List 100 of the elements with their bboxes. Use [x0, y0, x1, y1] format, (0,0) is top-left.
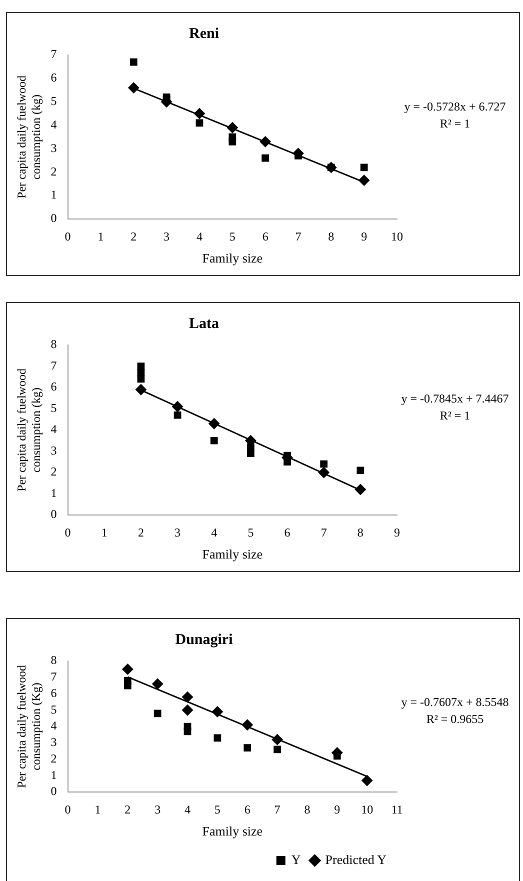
- x-tick-label: 5: [248, 525, 254, 540]
- point: [137, 375, 145, 383]
- text: R² = 1: [440, 116, 470, 131]
- point: [135, 384, 146, 396]
- x-tick-label: 2: [130, 229, 137, 244]
- point: [152, 678, 164, 690]
- y-tick-label: 2: [50, 164, 57, 178]
- y-tick-label: 2: [50, 751, 57, 766]
- point: [354, 484, 366, 495]
- legend-label: Predicted Y: [325, 852, 388, 867]
- text: R² = 0.9655: [426, 712, 484, 726]
- x-tick-label: 5: [214, 802, 220, 816]
- y-tick-label: 4: [50, 718, 57, 733]
- point: [360, 164, 368, 172]
- y-tick-label: 7: [50, 358, 57, 372]
- x-tick-label: 10: [391, 229, 403, 244]
- x-tick-label: 4: [211, 525, 218, 540]
- point: [212, 706, 223, 718]
- y-tick-label: 5: [50, 400, 57, 415]
- y-tick-label: 5: [50, 94, 57, 108]
- x-tick-label: 9: [394, 525, 400, 540]
- point: [320, 460, 328, 468]
- y-tick-label: 1: [50, 486, 57, 500]
- point: [194, 108, 205, 120]
- y-tick-label: 6: [50, 686, 57, 700]
- y-tick-label: 6: [50, 70, 57, 85]
- point: [174, 411, 182, 419]
- x-tick-label: 9: [334, 802, 340, 816]
- x-tick-label: 1: [94, 802, 101, 816]
- text: y = -0.7845x + 7.4467: [401, 392, 509, 406]
- x-axis-title: Family size: [202, 546, 263, 562]
- y-tick-label: 1: [50, 188, 57, 202]
- y-axis-title: Per capita daily fuelwood consumption (kg): [14, 76, 43, 198]
- x-tick-label: 6: [244, 802, 250, 816]
- point: [358, 174, 370, 186]
- y-tick-label: 6: [50, 380, 57, 394]
- x-tick-label: 10: [361, 802, 374, 816]
- point: [272, 734, 283, 746]
- chart-title: Lata: [189, 316, 220, 332]
- x-axis-title: Family size: [202, 250, 263, 266]
- point: [122, 664, 134, 675]
- x-tick-label: 6: [262, 229, 268, 244]
- y-tick-label: 7: [50, 47, 57, 62]
- y-tick-label: 0: [50, 507, 57, 522]
- point: [154, 710, 162, 718]
- point: [318, 467, 330, 478]
- x-tick-label: 3: [164, 229, 170, 244]
- point: [274, 746, 281, 754]
- y-tick-label: 2: [50, 464, 57, 479]
- point: [242, 719, 253, 730]
- x-tick-label: 4: [196, 229, 202, 244]
- point: [128, 82, 140, 94]
- x-tick-label: 2: [138, 525, 144, 540]
- x-tick-label: 9: [361, 229, 368, 244]
- point: [262, 154, 269, 162]
- legend-label: Y: [291, 852, 302, 867]
- x-tick-label: 0: [64, 229, 71, 244]
- y-tick-label: 8: [50, 653, 57, 668]
- point: [196, 119, 204, 127]
- x-tick-label: 8: [304, 802, 310, 816]
- x-tick-label: 3: [154, 802, 161, 816]
- x-tick-label: 7: [295, 229, 302, 244]
- x-tick-label: 1: [98, 229, 104, 244]
- x-tick-label: 4: [184, 802, 191, 816]
- point: [182, 692, 194, 703]
- y-tick-label: 3: [50, 140, 57, 155]
- text: R² = 1: [440, 408, 470, 423]
- point: [244, 744, 252, 752]
- y-axis-title: Per capita daily fuelwood consumption (kg): [14, 368, 43, 492]
- point: [130, 58, 138, 66]
- point: [356, 466, 364, 474]
- x-axis-title: Family size: [202, 824, 263, 839]
- point: [182, 704, 194, 716]
- text: y = -0.7607x + 8.5548: [401, 695, 509, 710]
- y-tick-label: 1: [50, 768, 57, 782]
- point: [210, 436, 218, 444]
- y-tick-label: 0: [50, 784, 57, 798]
- point: [172, 401, 184, 412]
- y-tick-label: 3: [50, 443, 57, 458]
- chart-title: Dunagiri: [175, 632, 233, 648]
- y-tick-label: 7: [50, 670, 57, 684]
- y-axis-title: Per capita daily fuelwood consumption (Kg): [14, 665, 43, 788]
- x-tick-label: 1: [101, 525, 108, 540]
- point: [228, 133, 236, 141]
- x-tick-label: 8: [328, 229, 334, 244]
- x-tick-label: 0: [64, 525, 71, 540]
- x-tick-label: 7: [320, 525, 327, 540]
- point: [260, 136, 271, 148]
- x-tick-label: 3: [174, 525, 181, 540]
- chart-title: Reni: [189, 26, 219, 42]
- y-tick-label: 3: [50, 735, 57, 750]
- x-tick-label: 8: [357, 525, 364, 540]
- x-tick-label: 0: [64, 802, 71, 816]
- y-tick-label: 0: [50, 211, 57, 226]
- x-tick-label: 7: [274, 802, 280, 816]
- point: [362, 775, 373, 786]
- y-tick-label: 4: [50, 422, 57, 436]
- x-tick-label: 6: [284, 525, 290, 540]
- point: [124, 682, 132, 690]
- y-tick-label: 8: [50, 337, 57, 352]
